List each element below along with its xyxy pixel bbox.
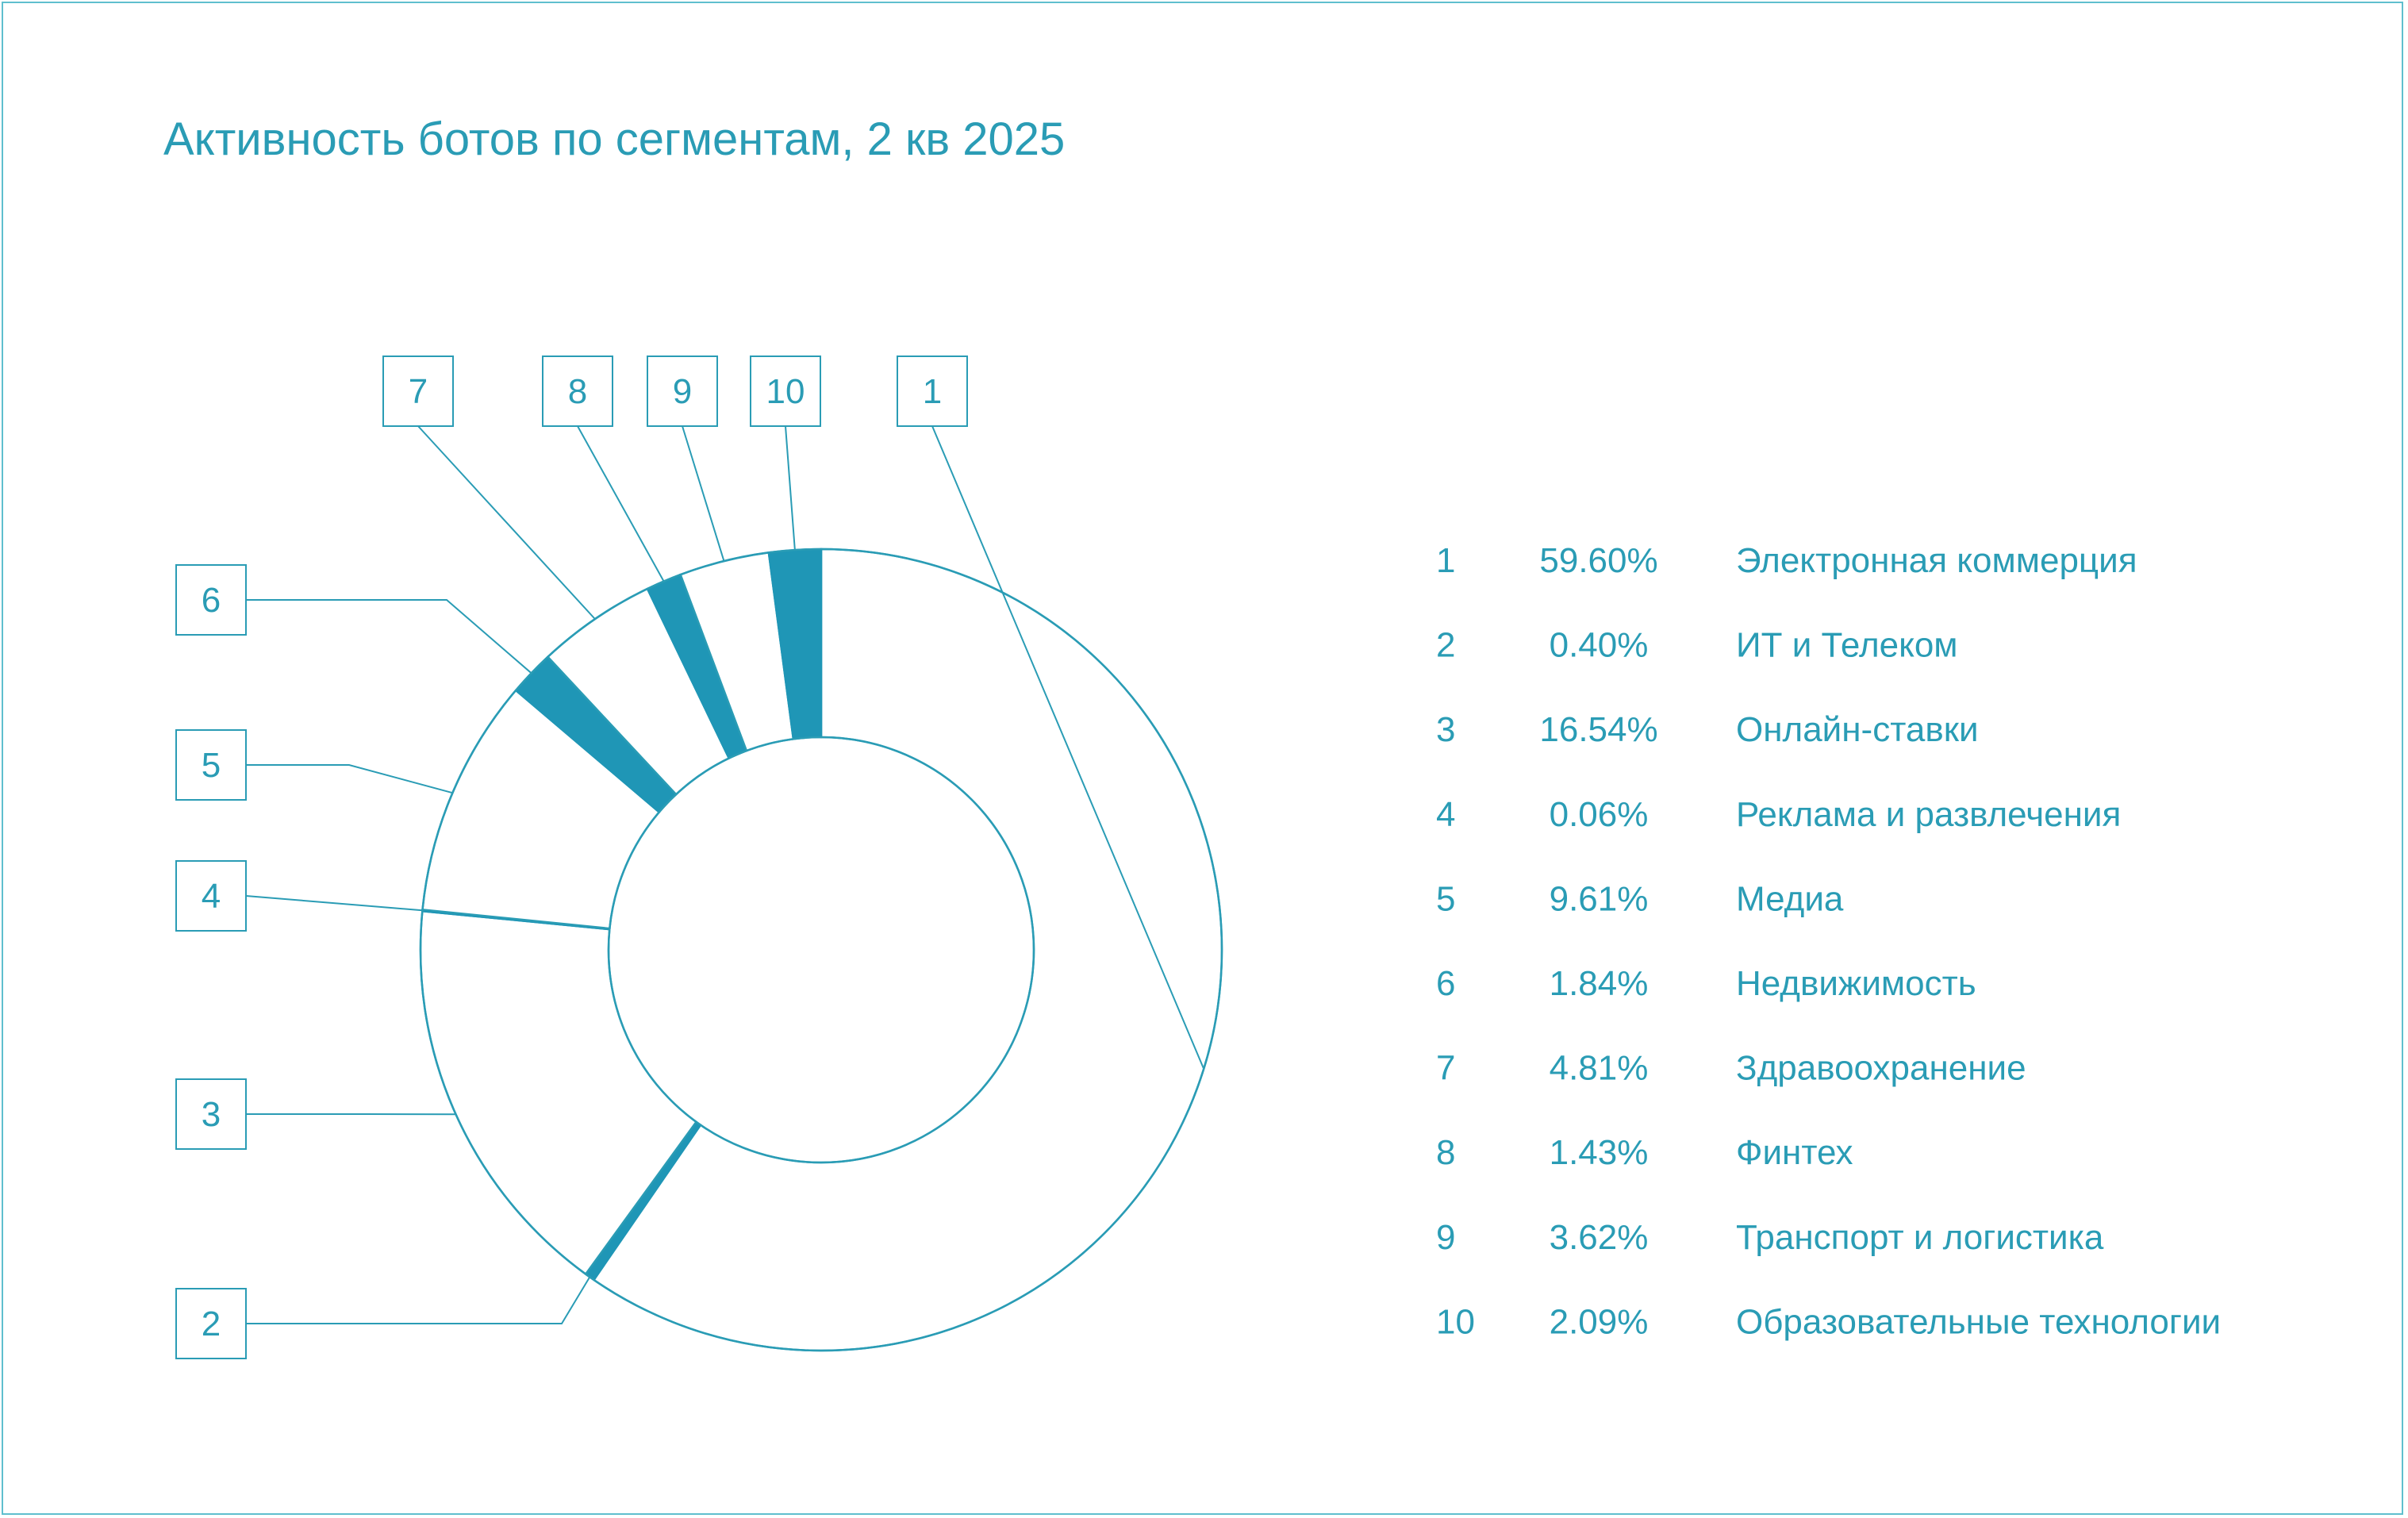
donut-outer-rim [419,548,1223,1352]
callout-box-1 [897,355,968,427]
legend-row: 8 1.43% Финтех [1436,1133,1853,1172]
callout-label-2: 2 [202,1305,221,1343]
legend-number: 8 [1436,1133,1455,1172]
legend-percent: 9.61% [1550,879,1649,918]
legend-row: 5 9.61% Медиа [1436,879,1844,918]
callout-box-5 [175,729,247,801]
legend-number: 1 [1436,541,1455,580]
legend-label: Онлайн-ставки [1736,710,1979,749]
callout-label-6: 6 [202,581,221,620]
donut-slices [419,548,1223,1352]
legend-number: 9 [1436,1218,1455,1257]
callout-label-4: 4 [202,877,221,916]
callout-box-6 [175,564,247,636]
legend-row: 10 2.09% Образовательные технологии [1436,1302,2221,1341]
callout-box-3 [175,1078,247,1150]
legend-percent: 2.09% [1550,1302,1649,1341]
legend-percent: 1.43% [1550,1133,1649,1172]
legend-percent: 4.81% [1550,1049,1649,1088]
legend-percent: 3.62% [1550,1218,1649,1257]
legend-percent: 0.40% [1550,626,1649,665]
legend-row: 3 16.54% Онлайн-ставки [1436,710,1979,749]
chart-title: Активность ботов по сегментам, 2 кв 2025 [163,113,1066,165]
legend-number: 6 [1436,964,1455,1003]
legend-label: Транспорт и логистика [1736,1218,2104,1257]
callout-box-9 [647,355,718,427]
chart-legend: 1 59.60% Электронная коммерция 2 0.40% ИТ и Т… [1436,541,2221,1341]
donut-inner-rim [607,736,1035,1164]
legend-label: ИТ и Телеком [1736,626,1958,665]
callout-line-2 [246,1276,591,1324]
callout-line-5 [246,764,453,794]
legend-number: 3 [1436,710,1455,749]
callout-line-8 [577,425,665,582]
callout-line-6 [246,599,532,674]
legend-percent: 16.54% [1539,710,1657,749]
callout-box-10 [750,355,821,427]
legend-percent: 1.84% [1550,964,1649,1003]
callout-box-4 [175,860,247,932]
legend-label: Образовательные технологии [1736,1302,2221,1341]
legend-row: 6 1.84% Недвижимость [1436,964,1976,1003]
slice-callouts: 1 2 3 4 5 6 7 8 9 10 [175,355,1205,1359]
legend-percent: 0.06% [1550,795,1649,834]
callout-line-9 [682,425,725,562]
callout-box-8 [542,355,613,427]
legend-label: Электронная коммерция [1736,541,2137,580]
callout-label-9: 9 [673,372,692,411]
legend-number: 4 [1436,795,1455,834]
legend-number: 7 [1436,1049,1455,1088]
legend-label: Медиа [1736,879,1844,918]
callout-label-8: 8 [568,372,587,411]
callout-line-10 [785,425,796,551]
legend-percent: 59.60% [1539,541,1657,580]
callout-box-2 [175,1288,247,1359]
legend-row: 2 0.40% ИТ и Телеком [1436,626,1958,665]
legend-label: Реклама и развлечения [1736,795,2121,834]
callout-label-10: 10 [766,372,805,411]
callout-line-4 [245,895,423,912]
callout-label-1: 1 [923,372,942,411]
legend-label: Здравоохранение [1736,1049,2026,1088]
callout-line-1 [931,425,1205,1070]
legend-number: 5 [1436,879,1455,918]
legend-number: 2 [1436,626,1455,665]
callout-label-7: 7 [409,372,428,411]
legend-row: 9 3.62% Транспорт и логистика [1436,1218,2104,1257]
legend-row: 4 0.06% Реклама и развлечения [1436,795,2121,834]
legend-row: 7 4.81% Здравоохранение [1436,1049,2026,1088]
callout-line-7 [417,425,596,620]
legend-number: 10 [1436,1302,1475,1341]
legend-label: Финтех [1736,1133,1853,1172]
callout-box-7 [382,355,454,427]
callout-label-3: 3 [202,1095,221,1134]
legend-row: 1 59.60% Электронная коммерция [1436,541,2137,580]
callout-label-5: 5 [202,746,221,785]
legend-label: Недвижимость [1736,964,1976,1003]
